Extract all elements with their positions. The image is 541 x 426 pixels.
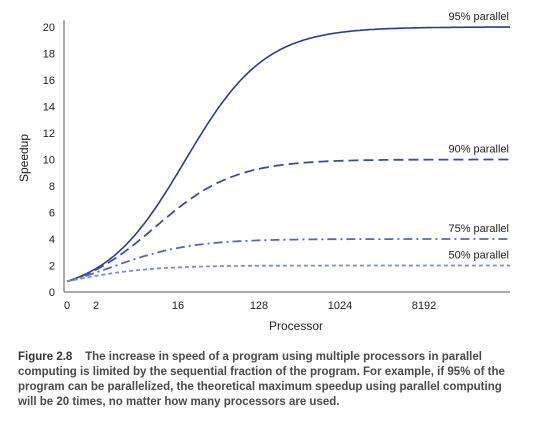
speedup-chart: 0 2 4 6 8 10 12 14 16 18 20 Speedup 0 2 16 128 1024 819… — [17, 11, 511, 333]
x-tick-label: 128 — [250, 300, 268, 312]
y-tick-label: 6 — [49, 208, 55, 220]
series-group — [66, 26, 511, 283]
y-tick-label: 12 — [43, 128, 55, 140]
series-label-1: 95% parallel — [448, 11, 509, 23]
x-axis-title: Processor — [269, 319, 323, 333]
caption-text: The increase in speed of a program using… — [18, 351, 505, 408]
series-label-2: 90% parallel — [448, 144, 509, 156]
series-label-4: 50% parallel — [448, 250, 509, 262]
series-line-2 — [66, 158, 510, 283]
y-tick-label: 2 — [49, 261, 55, 273]
figure-caption: Figure 2.8 The increase in speed of a pr… — [18, 350, 523, 410]
series-line-3 — [66, 238, 510, 283]
y-tick-label: 16 — [43, 75, 55, 87]
y-axis-title: Speedup — [17, 134, 31, 182]
y-tick-label: 14 — [43, 102, 55, 114]
x-axis: 0 2 16 128 1024 8192 Processor — [64, 291, 510, 333]
x-tick-label: 1024 — [328, 300, 352, 312]
y-tick-label: 20 — [43, 22, 55, 34]
x-tick-label: 16 — [172, 300, 184, 312]
y-tick-label: 8 — [49, 181, 55, 193]
series-line-1 — [66, 26, 511, 283]
y-tick-label: 10 — [43, 155, 55, 167]
y-tick-label: 4 — [49, 234, 55, 246]
x-tick-label: 0 — [64, 300, 70, 312]
y-tick-label: 0 — [49, 287, 55, 299]
series-label-3: 75% parallel — [448, 223, 509, 235]
series-labels: 95% parallel 90% parallel 75% parallel 50% … — [448, 11, 509, 262]
y-tick-label: 18 — [43, 49, 55, 61]
x-tick-label: 8192 — [412, 300, 436, 312]
x-tick-label: 2 — [93, 300, 99, 312]
y-axis: 0 2 4 6 8 10 12 14 16 18 20 Speedup — [17, 20, 65, 299]
series-line-4 — [66, 264, 510, 283]
figure-label: Figure 2.8 — [18, 351, 73, 363]
